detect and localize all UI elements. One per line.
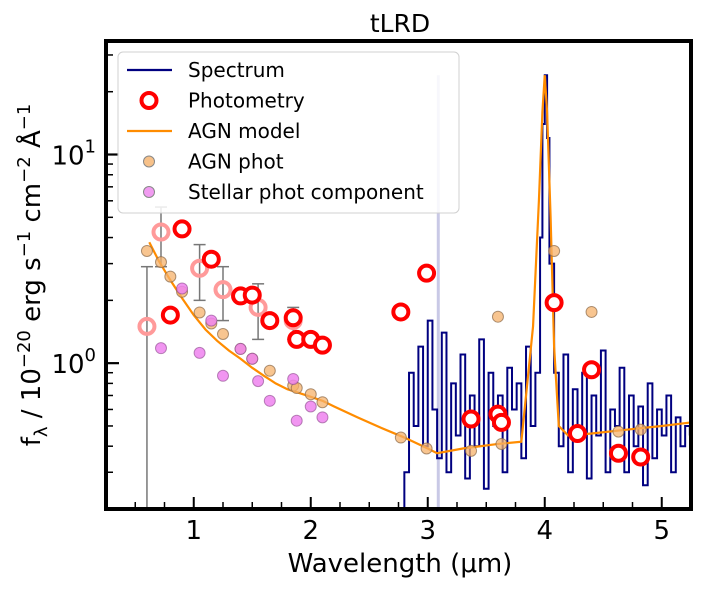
agn-phot-point: [612, 425, 625, 438]
photometry-faded-point: [137, 316, 157, 336]
agn-phot-point: [634, 423, 647, 436]
agn-phot-point: [154, 256, 167, 269]
legend-label: Spectrum: [188, 58, 285, 82]
photometry-faded-point: [213, 280, 233, 300]
y-label-mid4: Å: [15, 130, 47, 156]
stellar-phot-point: [316, 411, 329, 424]
y-label-exp2: −1: [14, 231, 35, 258]
chart-title: tLRD: [370, 9, 430, 38]
legend-swatch-ring: [139, 91, 159, 110]
stellar-phot-point: [252, 375, 265, 388]
legend-label: Stellar phot component: [188, 180, 424, 204]
stellar-phot-point: [234, 342, 247, 355]
stellar-phot-point: [205, 314, 218, 327]
y-label-f: f: [17, 436, 47, 446]
y-tick-label: 100: [51, 345, 96, 380]
photometry-point: [172, 219, 192, 239]
legend-swatch-dot: [143, 186, 155, 198]
agn-phot-point: [304, 388, 317, 401]
stellar-phot-point: [176, 282, 189, 295]
x-tick-label: 4: [536, 516, 553, 546]
photometry-point: [417, 263, 437, 283]
legend-label: AGN phot: [188, 150, 284, 174]
legend-box: [117, 51, 460, 214]
photometry-point: [461, 409, 481, 429]
photometry-point: [582, 360, 602, 380]
spectrum-line: [403, 74, 691, 509]
y-label-exp4: −1: [14, 104, 35, 131]
photometry-faded-point: [190, 258, 210, 278]
y-label-sub: λ: [31, 426, 52, 437]
y-label-mid2: erg s: [17, 257, 47, 330]
legend-label: AGN model: [188, 119, 300, 143]
photometry-point: [544, 293, 564, 313]
y-label-mid3: cm: [17, 183, 47, 231]
x-tick-label: 1: [185, 516, 202, 546]
stellar-phot-point: [246, 352, 259, 365]
photometry-point: [201, 249, 221, 269]
x-tick-label: 5: [653, 516, 670, 546]
legend-entry: Stellar phot component: [143, 180, 424, 204]
agn-phot-point: [263, 364, 276, 377]
y-tick-label: 101: [51, 137, 96, 172]
photometry-point: [391, 302, 411, 322]
legend-swatch-dot: [143, 155, 155, 168]
photometry-point: [283, 308, 303, 328]
agn-phot-point: [495, 437, 508, 450]
plot-area: [137, 74, 691, 509]
stellar-phot-point: [290, 414, 303, 427]
photometry-point: [160, 305, 180, 325]
photometry-point: [242, 285, 262, 305]
y-label-exp1: −20: [14, 330, 35, 368]
legend-entry: Photometry: [139, 89, 305, 113]
stellar-phot-point: [154, 342, 167, 355]
x-tick-label: 2: [302, 516, 319, 546]
photometry-point: [491, 412, 511, 432]
agn-phot-point: [394, 431, 407, 444]
x-axis: 1 2 3 4 5: [134, 497, 692, 546]
agn-phot-point: [491, 310, 504, 323]
stellar-phot-point: [304, 400, 317, 413]
agn-phot-point: [548, 244, 561, 257]
photometry-point: [260, 311, 280, 331]
agn-phot-point: [465, 444, 478, 457]
stellar-phot-point: [193, 346, 206, 359]
photometry-faded-point: [151, 222, 171, 242]
legend: Spectrum Photometry AGN model AGN phot Stell…: [117, 51, 460, 214]
agn-phot-point: [585, 305, 598, 318]
legend-label: Photometry: [188, 89, 305, 113]
legend-entry: AGN phot: [143, 150, 284, 174]
photometry-point: [568, 424, 588, 444]
agn-model-line: [148, 75, 691, 455]
y-label-exp3: −2: [14, 156, 35, 183]
photometry-point: [608, 443, 628, 463]
agn-phot-point: [164, 270, 177, 283]
x-tick-label: 3: [419, 516, 436, 546]
legend-entry: Spectrum: [127, 58, 285, 82]
agn-phot-point: [420, 442, 433, 455]
stellar-phot-point: [217, 369, 229, 382]
y-axis: 100 101: [51, 54, 119, 474]
agn-phot-point: [193, 306, 206, 319]
stellar-phot-point: [263, 394, 276, 407]
photometry-point: [312, 335, 332, 355]
agn-phot-point: [140, 244, 153, 257]
agn-phot-point: [217, 327, 229, 340]
stellar-phot-point: [287, 372, 300, 385]
x-axis-label: Wavelength (μm): [288, 549, 513, 579]
y-label-mid: / 10: [17, 368, 47, 426]
agn-phot-point: [316, 396, 329, 409]
legend-entry: AGN model: [127, 119, 300, 143]
y-axis-label: fλ / 10−20 erg s−1 cm−2 Å−1: [14, 104, 52, 447]
photometry-point: [631, 447, 651, 467]
